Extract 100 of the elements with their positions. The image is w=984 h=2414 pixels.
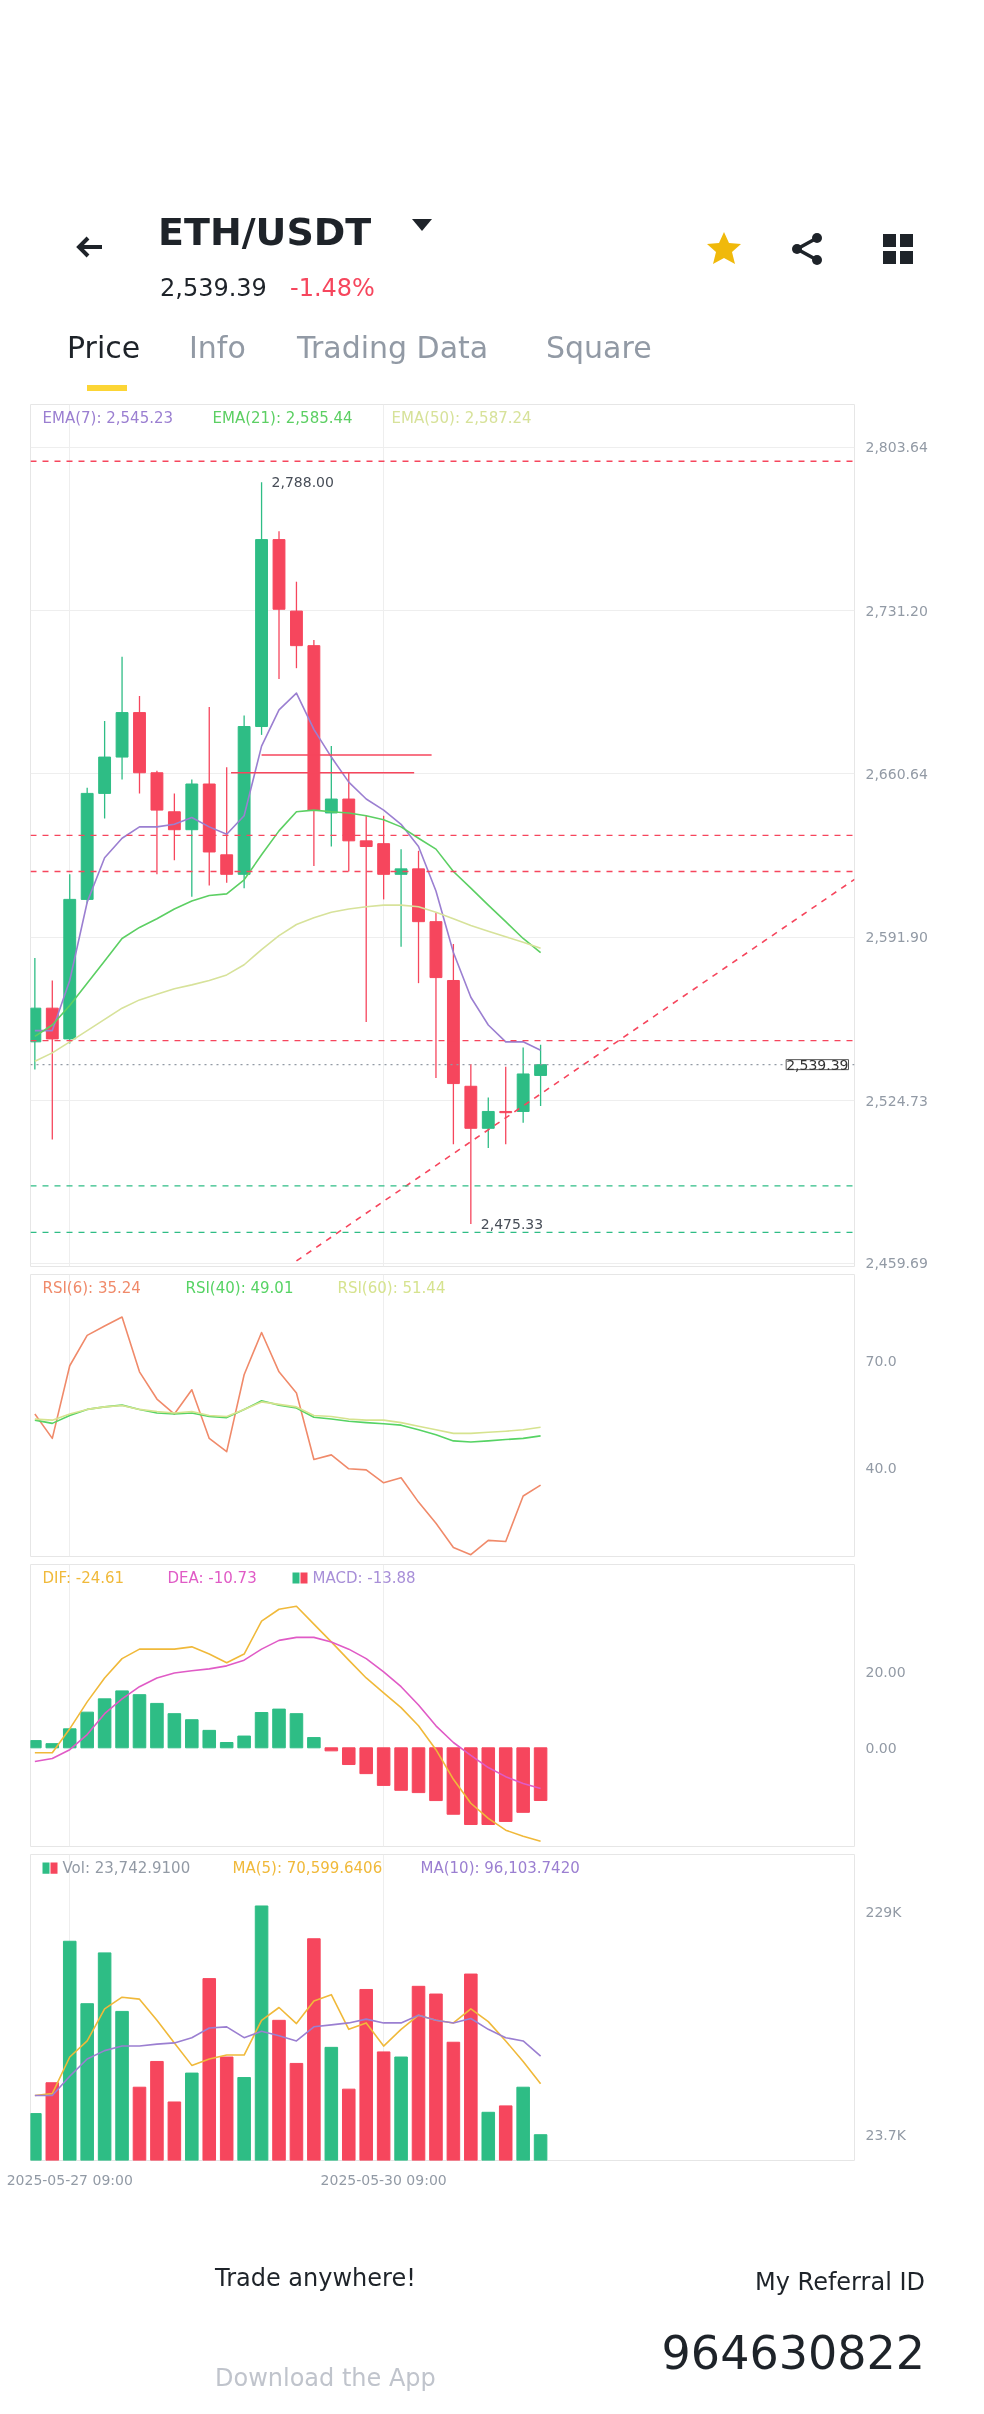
bar [289, 2062, 304, 2161]
bar [185, 1719, 199, 1749]
text: EMA(50): 2,587.24 [391, 408, 532, 427]
legend-label: Vol: 23,742.9100 [62, 1858, 191, 1877]
text: 964630822 [661, 2325, 925, 2382]
bar [80, 1711, 94, 1749]
bar [254, 1712, 269, 1749]
bar [132, 1694, 147, 1749]
text: EMA(21): 2,585.44 [212, 408, 353, 427]
candlestick [324, 745, 338, 848]
text: MA(10): 96,103.7420 [420, 1858, 580, 1877]
bar [307, 1737, 321, 1749]
bar [429, 1747, 443, 1802]
bar [498, 2105, 513, 2161]
text: MA(5): 70,599.6406 [232, 1858, 383, 1877]
bar [516, 2086, 530, 2161]
y-tick-label: 229K [865, 1903, 903, 1920]
bar [97, 1698, 112, 1749]
x-tick-label: 2025-05-30 09:00 [320, 2171, 447, 2188]
candlestick [499, 1066, 513, 1145]
y-tick-label: 40.0 [865, 1460, 897, 1477]
bar [359, 1747, 373, 1775]
candlestick [394, 848, 408, 948]
line-series [34, 1401, 542, 1435]
bar [464, 1747, 478, 1825]
bar [516, 1747, 530, 1813]
bar [254, 1905, 269, 2161]
bar [202, 1978, 217, 2161]
bar [429, 1993, 443, 2161]
text: DIF: -24.61 [42, 1568, 125, 1587]
legend-label: MACD: -13.88 [312, 1568, 416, 1587]
text: RSI(40): 49.01 [185, 1278, 294, 1297]
bar [80, 2003, 94, 2161]
bar [376, 1747, 391, 1786]
y-tick-label: 20.00 [865, 1663, 906, 1680]
bar [411, 1985, 426, 2161]
bar [533, 2134, 548, 2161]
bar [115, 2010, 129, 2161]
bar [272, 1708, 286, 1749]
candlestick [481, 1096, 495, 1149]
annotation: 2,788.00 [271, 474, 334, 491]
line-series [34, 2014, 542, 2097]
bar [498, 1747, 513, 1822]
bar [394, 1747, 408, 1791]
line-series [34, 904, 542, 1062]
bar [132, 2086, 147, 2161]
bar [219, 2056, 234, 2161]
text: RSI(60): 51.44 [337, 1278, 446, 1297]
bar [411, 1747, 426, 1794]
bar [150, 1702, 164, 1749]
text: Price [67, 329, 141, 367]
annotation: 2,475.33 [480, 1215, 544, 1232]
text: Info [189, 329, 246, 367]
text: Download the App [215, 2363, 436, 2394]
bar [97, 1952, 112, 2161]
text: EMA(7): 2,545.23 [42, 408, 174, 427]
bar [219, 1742, 234, 1749]
y-tick-label: 23.7K [865, 2126, 907, 2143]
bar [341, 1747, 356, 1766]
bar [272, 2019, 286, 2161]
bar [446, 2041, 461, 2161]
bar [45, 2082, 60, 2161]
text: Trading Data [297, 329, 489, 367]
y-tick-label: 0.00 [865, 1739, 897, 1756]
bar [481, 2111, 496, 2161]
line-series [34, 1605, 542, 1843]
bar [237, 1735, 251, 1749]
y-tick-label: 2,731.20 [865, 602, 928, 619]
bar [446, 1747, 461, 1815]
bar [150, 2060, 164, 2161]
bar [289, 1713, 304, 1749]
bar [533, 1747, 548, 1801]
bar [324, 2046, 339, 2161]
y-tick-label: 70.0 [865, 1352, 897, 1369]
line-series [34, 1636, 542, 1790]
bar [185, 2072, 199, 2161]
bar [394, 2056, 408, 2161]
text: Trade anywhere! [215, 2263, 416, 2294]
line-series [34, 1993, 542, 2097]
bar [359, 1988, 373, 2161]
y-tick-label: 2,660.64 [865, 765, 928, 782]
bar [307, 1938, 321, 2161]
line-series [34, 1400, 542, 1443]
series-label: RSI(6): 35.24 [42, 1278, 141, 1297]
y-tick-label: 2,591.90 [865, 929, 928, 946]
bar [324, 1747, 339, 1752]
y-tick-label: 2,803.64 [865, 439, 928, 456]
line-series [34, 1316, 542, 1556]
bar [62, 1940, 77, 2161]
text: 2,539.39 [160, 273, 267, 304]
bar [202, 1729, 217, 1749]
text: -1.48% [290, 273, 375, 304]
bar [464, 1973, 478, 2161]
bar [376, 2051, 391, 2161]
bar [167, 1713, 182, 1749]
y-tick-label: 2,524.73 [865, 1092, 928, 1109]
chart-title: ETH/USDT [158, 209, 372, 256]
bar [167, 2101, 182, 2161]
bar [481, 1747, 496, 1825]
bar [115, 1690, 129, 1749]
